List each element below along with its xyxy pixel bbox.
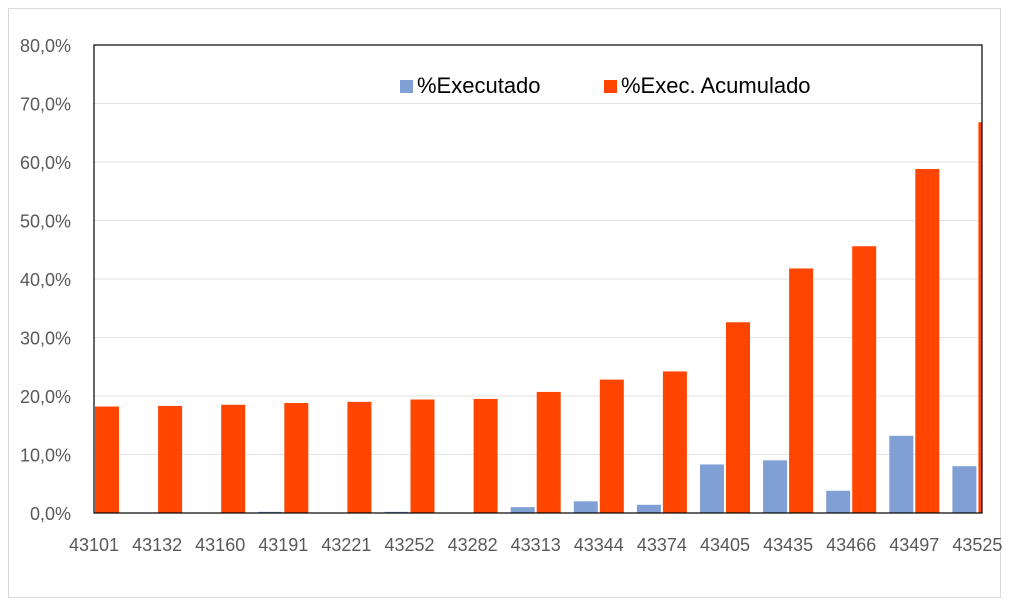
x-tick-label: 43313 — [511, 535, 561, 555]
x-tick-label: 43466 — [826, 535, 876, 555]
bar-exec-acumulado — [410, 399, 435, 513]
x-tick-label: 43132 — [132, 535, 182, 555]
x-tick-label: 43282 — [448, 535, 498, 555]
bar-exec-acumulado — [789, 268, 814, 513]
bar-exec-acumulado — [473, 398, 498, 513]
bar-exec-acumulado — [915, 169, 940, 513]
bar-exec-acumulado — [347, 401, 372, 513]
bar-exec-acumulado — [599, 379, 624, 513]
bar-exec-acumulado — [662, 371, 687, 513]
bars — [95, 122, 982, 514]
x-tick-label: 43374 — [637, 535, 687, 555]
x-tick-label: 43497 — [889, 535, 939, 555]
legend: %Executado %Exec. Acumulado — [400, 73, 811, 98]
legend-label-executado: %Executado — [417, 73, 541, 98]
bar-exec-acumulado — [158, 405, 183, 513]
bar-executado — [889, 435, 914, 513]
y-tick-label: 40,0% — [20, 270, 71, 290]
x-tick-label: 43525 — [952, 535, 1002, 555]
bar-exec-acumulado — [221, 404, 246, 513]
y-axis-ticks: 0,0% 10,0% 20,0% 30,0% 40,0% 50,0% 60,0% 70,0% 8… — [20, 36, 71, 524]
legend-swatch-executado — [400, 80, 413, 93]
plot-border — [93, 44, 983, 514]
bar-chart: 0,0% 10,0% 20,0% 30,0% 40,0% 50,0% 60,0% 70,0% 8… — [20, 36, 1002, 555]
y-tick-label: 80,0% — [20, 36, 71, 56]
bar-exec-acumulado — [284, 403, 309, 513]
x-tick-label: 43252 — [384, 535, 434, 555]
legend-swatch-acumulado — [604, 80, 617, 93]
bar-exec-acumulado — [978, 122, 982, 513]
chart-frame: 0,0% 10,0% 20,0% 30,0% 40,0% 50,0% 60,0% 70,0% 8… — [8, 8, 1002, 598]
x-tick-label: 43344 — [574, 535, 624, 555]
x-tick-label: 43160 — [195, 535, 245, 555]
x-axis-ticks: 43101 43132 43160 43191 43221 43252 43282 43313… — [69, 535, 1002, 555]
bar-executado — [510, 507, 535, 513]
y-tick-label: 60,0% — [20, 153, 71, 173]
bar-exec-acumulado — [95, 406, 119, 513]
bar-executado — [763, 460, 788, 513]
x-tick-label: 43221 — [321, 535, 371, 555]
x-tick-label: 43435 — [763, 535, 813, 555]
bar-exec-acumulado — [536, 391, 561, 513]
y-tick-label: 0,0% — [30, 504, 71, 524]
x-tick-label: 43191 — [258, 535, 308, 555]
legend-label-acumulado: %Exec. Acumulado — [621, 73, 811, 98]
y-tick-label: 30,0% — [20, 329, 71, 349]
bar-exec-acumulado — [726, 322, 750, 513]
bar-executado — [952, 466, 977, 513]
y-tick-label: 20,0% — [20, 387, 71, 407]
bar-executado — [636, 504, 661, 513]
x-tick-label: 43101 — [69, 535, 119, 555]
bar-executado — [826, 490, 851, 513]
y-tick-label: 70,0% — [20, 95, 71, 115]
y-tick-label: 10,0% — [20, 446, 71, 466]
bar-exec-acumulado — [852, 246, 877, 514]
x-tick-label: 43405 — [700, 535, 750, 555]
bar-executado — [700, 464, 724, 513]
bar-executado — [573, 501, 598, 513]
y-tick-label: 50,0% — [20, 212, 71, 232]
